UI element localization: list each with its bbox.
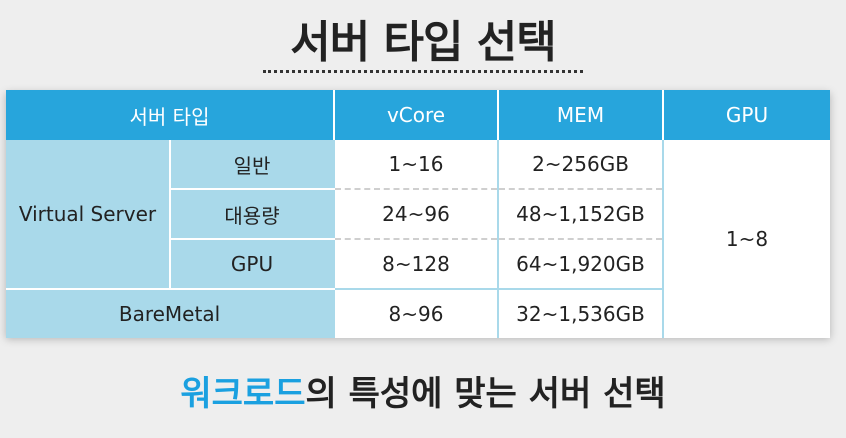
title-underline (263, 70, 583, 73)
vcore-cell: 1~16 (333, 140, 498, 190)
header-server-type: 서버 타입 (6, 90, 335, 140)
gpu-cell: 1~8 (662, 140, 830, 338)
vcore-cell: 8~128 (333, 239, 498, 290)
header-mem: MEM (498, 90, 664, 140)
subtitle: 워크로드의 특성에 맞는 서버 선택 (0, 366, 846, 415)
subtitle-highlight: 워크로드 (180, 374, 306, 414)
table-row: 대용량 24~96 48~1,152GB (6, 189, 830, 240)
table-row: Virtual Server 일반 1~16 2~256GB 1~8 (6, 140, 830, 338)
mem-cell: 48~1,152GB (497, 189, 663, 240)
virtual-server-label: Virtual Server (6, 140, 170, 290)
mem-cell: 64~1,920GB (497, 239, 663, 290)
row-label: 대용량 (169, 189, 334, 240)
vcore-cell: 24~96 (333, 189, 498, 240)
header-vcore: vCore (334, 90, 499, 140)
table-row: BareMetal 8~96 32~1,536GB (6, 289, 830, 338)
vcore-cell: 8~96 (333, 289, 498, 338)
row-label: GPU (169, 239, 334, 290)
mem-cell: 32~1,536GB (497, 289, 663, 338)
server-type-table: 서버 타입 vCore MEM GPU Virtual Server 일반 1~… (6, 90, 830, 338)
mem-cell: 2~256GB (497, 140, 663, 190)
baremetal-label: BareMetal (6, 289, 334, 338)
subtitle-text: 의 특성에 맞는 서버 선택 (305, 374, 666, 414)
row-label: 일반 (169, 140, 334, 190)
page-title: 서버 타입 선택 (290, 17, 557, 68)
table-row: GPU 8~128 64~1,920GB (6, 239, 830, 290)
header-gpu: GPU (663, 90, 830, 140)
